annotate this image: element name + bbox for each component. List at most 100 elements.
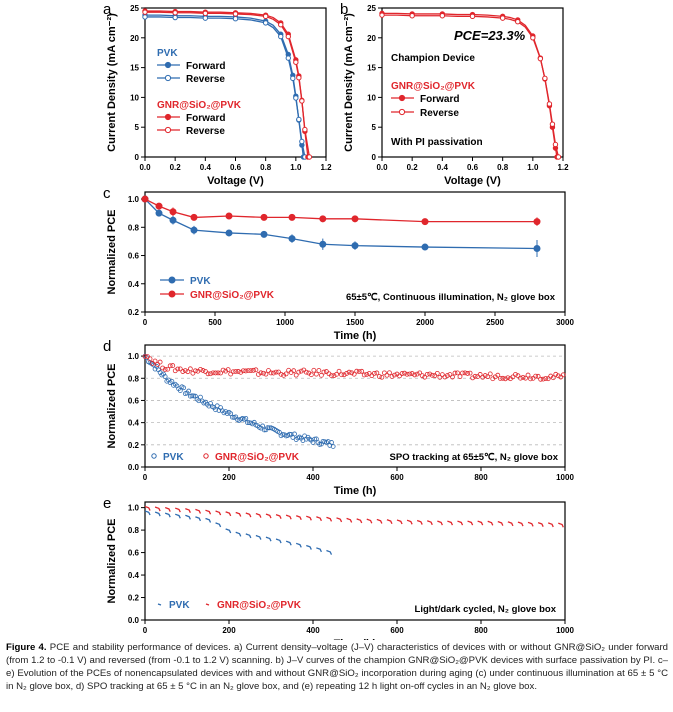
panel-d-point xyxy=(525,372,531,378)
panel-d-point xyxy=(266,425,272,431)
panel-e-cycle-segment xyxy=(285,514,292,520)
panel-e-cycle-segment xyxy=(275,538,282,544)
panel-d-point xyxy=(339,372,344,378)
panel-b-xtick-label: 1.0 xyxy=(527,163,539,172)
panel-d-point xyxy=(419,373,425,379)
panel-e-cycle-segment xyxy=(326,516,333,522)
panel-e-xtick-label: 1000 xyxy=(556,626,574,635)
panel-c-point xyxy=(351,215,359,223)
panel-e-cycle-segment xyxy=(376,518,383,524)
panel-e-cycle-segment xyxy=(164,506,171,512)
panel-a-letter: a xyxy=(103,1,112,18)
panel-d-point xyxy=(497,375,503,381)
panel-a-legend-gnr-title: GNR@SiO₂@PVK xyxy=(157,100,242,111)
panel-d-point xyxy=(233,369,239,374)
panel-e-cycle-segment xyxy=(245,512,252,518)
panel-a-point xyxy=(278,33,284,40)
panel-c-point xyxy=(533,218,541,226)
panel-d-point xyxy=(190,370,196,376)
panel-e-xtick-label: 400 xyxy=(306,626,320,635)
panel-d-point xyxy=(248,368,254,374)
panel-e-cycle-segment xyxy=(215,522,222,528)
panel-a-legend-label: Forward xyxy=(186,113,225,124)
panel-d-point xyxy=(160,365,166,371)
panel-e-cycle-segment xyxy=(144,510,151,516)
panel-d-point xyxy=(291,368,297,374)
panel-e-cycle-segment xyxy=(185,514,191,520)
panel-a-point xyxy=(232,11,239,17)
panel-d-point xyxy=(220,367,226,373)
panel-c-letter: c xyxy=(103,185,111,202)
panel-e-ylabel: Normalized PCE xyxy=(106,519,118,604)
panel-d-xtick-label: 200 xyxy=(222,473,236,482)
panel-b-xtick-label: 0.4 xyxy=(437,163,449,172)
panel-e-cycle-segment xyxy=(306,515,312,521)
panel-e-cycle-segment xyxy=(507,521,514,527)
panel-d-point xyxy=(407,371,413,377)
panel-d-point xyxy=(321,369,327,375)
panel-d-point xyxy=(417,370,423,376)
panel-e-cycle-segment xyxy=(235,531,242,537)
panel-d-point xyxy=(392,372,397,378)
panel-b-point xyxy=(546,101,553,107)
panel-a-ytick-label: 5 xyxy=(135,123,140,132)
panel-e-legend-marker xyxy=(157,603,162,606)
panel-e-cycle-segment xyxy=(306,544,312,550)
panel-a-ylabel: Current Density (mA cm⁻²) xyxy=(106,13,118,152)
panel-d-point xyxy=(203,369,208,374)
panel-c-point xyxy=(319,215,327,223)
panel-b-point xyxy=(552,141,559,148)
panel-d-point xyxy=(189,393,195,399)
panel-d-point xyxy=(457,374,463,380)
panel-d-point xyxy=(243,415,249,421)
panel-d-point xyxy=(414,371,420,377)
panel-d-point xyxy=(253,367,259,373)
panel-d-point xyxy=(374,370,380,376)
panel-e-frame xyxy=(144,501,566,621)
panel-d-point xyxy=(261,427,267,433)
panel-d-point xyxy=(520,375,526,380)
panel-d-point xyxy=(303,369,309,375)
panel-c-ytick-label: 1.0 xyxy=(128,195,140,204)
panel-b-letter: b xyxy=(340,1,348,18)
panel-e-cycle-segment xyxy=(205,517,212,523)
panel-a-point xyxy=(142,14,148,20)
panel-c-point xyxy=(351,242,359,250)
panel-e-cycle-segment xyxy=(487,520,494,526)
panel-e-cycle-segment xyxy=(164,512,171,518)
panel-c-legend-label: PVK xyxy=(190,276,211,287)
panel-c-point xyxy=(319,240,327,248)
panel-d-point xyxy=(422,374,428,380)
panel-d-point xyxy=(482,373,488,378)
panel-d-legend-marker xyxy=(203,453,209,459)
panel-b-xtick-label: 1.2 xyxy=(557,163,569,172)
panel-d-xtick-label: 600 xyxy=(390,473,404,482)
panel-c-ytick-label: 0.6 xyxy=(128,252,140,261)
panel-c-point xyxy=(169,216,177,224)
panel-c-legend-marker xyxy=(168,276,176,284)
panel-c-point xyxy=(225,212,233,220)
panel-b-point xyxy=(379,12,385,18)
panel-d-ytick-label: 0.2 xyxy=(128,441,140,450)
panel-c-point xyxy=(225,229,233,237)
panel-d-point xyxy=(429,372,435,378)
panel-d-point xyxy=(169,378,175,384)
panel-d-point xyxy=(162,367,168,372)
panel-d-point xyxy=(550,375,556,381)
panel-d-point xyxy=(192,368,198,374)
panel-a-point xyxy=(306,154,313,160)
panel-d-point xyxy=(442,374,448,380)
panel-d-point xyxy=(213,370,218,376)
panel-e-cycle-segment xyxy=(175,513,181,519)
panel-d-point xyxy=(318,372,324,378)
panel-b-ytick-label: 20 xyxy=(367,34,376,43)
panel-d-letter: d xyxy=(103,338,111,355)
caption-label: Figure 4. xyxy=(6,642,47,653)
panel-c-point xyxy=(260,213,268,221)
panel-d-ytick-label: 0.4 xyxy=(128,419,140,428)
panel-e-cycle-segment xyxy=(326,549,333,555)
panel-d-point xyxy=(142,354,148,359)
panel-a-point xyxy=(202,10,209,17)
panel-e-cycle-segment xyxy=(386,519,393,525)
panel-a-point xyxy=(202,15,209,21)
